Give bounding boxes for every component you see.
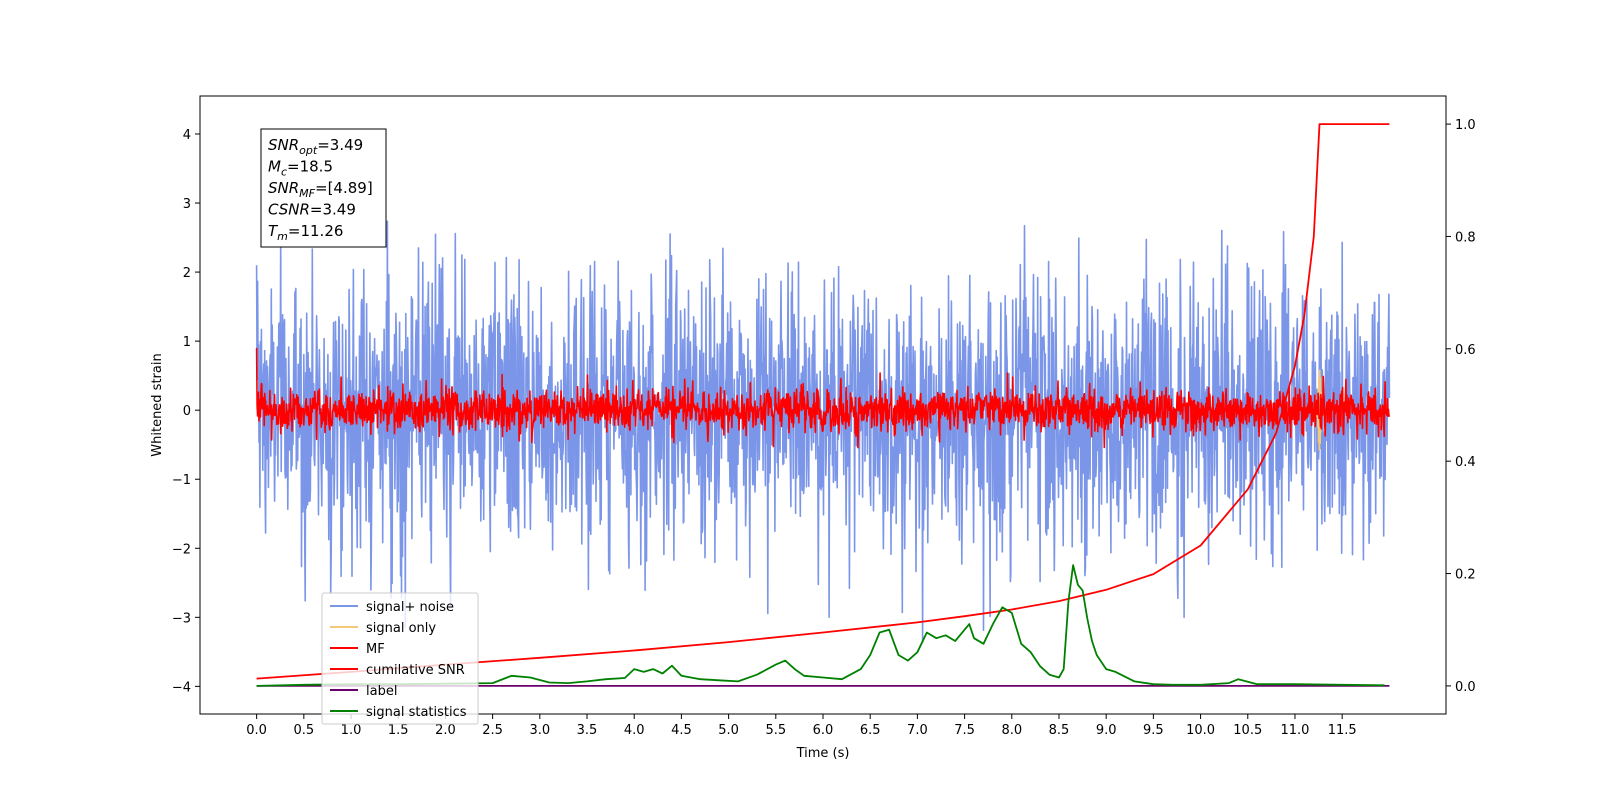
legend-entry: MF: [366, 642, 385, 657]
y-tick-label: 3: [183, 197, 191, 212]
series-signal-statistics-line: [256, 564, 1385, 687]
x-tick-label: 10.0: [1186, 723, 1215, 738]
x-tick-label: 8.0: [1001, 723, 1022, 738]
y-tick-label: −2: [172, 542, 191, 557]
x-tick-label: 3.5: [577, 723, 598, 738]
y-tick-label-right: 1.0: [1455, 118, 1476, 133]
y-axis-label: Whitened strain: [150, 353, 165, 456]
x-tick-label: 6.0: [813, 723, 834, 738]
annotation-line: Tm=11.26: [268, 222, 343, 243]
x-tick-label: 10.5: [1233, 723, 1262, 738]
y-tick-label-right: 0.6: [1455, 343, 1476, 358]
y-axis-left: 4 3 2 1 0 −1 −2 −3 −4: [172, 128, 200, 695]
y-tick-label-right: 0.8: [1455, 230, 1476, 245]
x-axis: 0.0 0.5 1.0 1.5 2.0 2.5 3.0 3.5 4.0 4.5 5.0 5.5 6.0 6…: [246, 714, 1357, 738]
x-tick-label: 9.5: [1143, 723, 1164, 738]
y-axis-right: 1.0 0.8 0.6 0.4 0.2 0.0: [1446, 118, 1476, 695]
x-tick-label: 2.0: [435, 723, 456, 738]
y-tick-label: 2: [183, 266, 191, 281]
x-tick-label: 4.0: [624, 723, 645, 738]
x-tick-label: 0.0: [246, 723, 267, 738]
x-tick-label: 7.0: [907, 723, 928, 738]
legend-entry: signal+ noise: [366, 600, 454, 615]
x-tick-label: 6.5: [860, 723, 881, 738]
legend-entry: label: [366, 684, 397, 699]
series-mf-line: [255, 347, 1391, 449]
series-layer: [255, 123, 1391, 687]
y-tick-label: −4: [172, 680, 191, 695]
x-tick-label: 1.0: [341, 723, 362, 738]
annotation-line: CSNR=3.49: [268, 201, 356, 219]
y-tick-label-right: 0.2: [1455, 568, 1476, 583]
x-axis-label: Time (s): [796, 746, 850, 761]
y-tick-label: 4: [183, 128, 191, 143]
y-tick-label-right: 0.0: [1455, 680, 1476, 695]
x-tick-label: 7.5: [954, 723, 975, 738]
y-tick-label-right: 0.4: [1455, 455, 1476, 470]
x-tick-label: 0.5: [293, 723, 314, 738]
annotation-line: SNRMF=[4.89]: [268, 179, 373, 200]
x-tick-label: 9.0: [1096, 723, 1117, 738]
y-tick-label: 0: [183, 404, 191, 419]
series-cumilative-snr-line: [256, 123, 1390, 680]
legend-frame: [321, 592, 479, 725]
x-tick-label: 5.5: [765, 723, 786, 738]
x-tick-label: 1.5: [388, 723, 409, 738]
x-tick-label: 2.5: [482, 723, 503, 738]
legend-entry: signal statistics: [366, 705, 467, 720]
x-tick-label: 11.0: [1280, 723, 1309, 738]
y-tick-label: −3: [172, 611, 191, 626]
x-tick-label: 5.0: [718, 723, 739, 738]
annotation-line: Mc=18.5: [268, 158, 333, 179]
legend-entry: cumilative SNR: [366, 663, 465, 678]
annotation-line: SNRopt=3.49: [268, 136, 363, 157]
x-tick-label: 3.0: [529, 723, 550, 738]
y-tick-label: 1: [183, 335, 191, 350]
annotation-frame: [260, 128, 387, 248]
legend-entry: signal only: [366, 621, 436, 636]
x-tick-label: 8.5: [1049, 723, 1070, 738]
y-tick-label: −1: [172, 473, 191, 488]
legend: signal+ noise signal only MF cumilative SNR…: [321, 592, 479, 725]
x-tick-label: 4.5: [671, 723, 692, 738]
x-tick-label: 11.5: [1328, 723, 1357, 738]
